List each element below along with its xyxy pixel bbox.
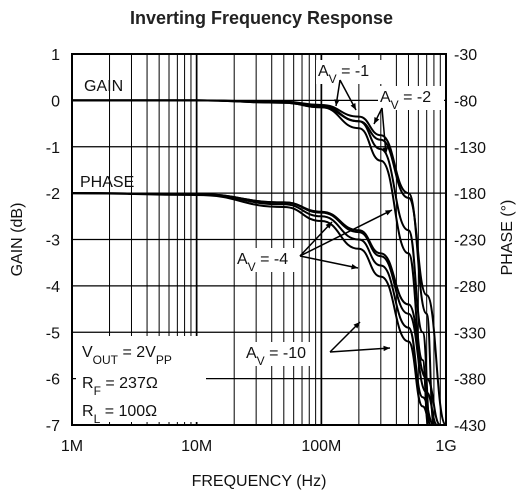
x-axis-label: FREQUENCY (Hz) [192,473,327,490]
y-tick-right: -130 [454,140,486,157]
y-tick-right: -280 [454,279,486,296]
annotation-arrowhead [350,103,356,110]
annotation-arrowhead [351,264,358,270]
y-tick-right: -30 [454,47,477,64]
y-tick-right: -430 [454,418,486,435]
annotation-arrowhead [374,117,380,124]
y-tick-left: 0 [51,93,60,110]
y-tick-right: -380 [454,372,486,389]
annotation-pointer [299,221,333,257]
phase-curve [71,192,432,426]
y-tick-left: -7 [46,418,60,435]
test-conditions: VOUT = 2VPP RF = 237Ω RL = 100Ω [76,336,206,426]
annotation-backdrop [244,342,310,366]
y-tick-right: -180 [454,186,486,203]
gain-annotation: AV = -10 [246,345,306,368]
x-tick: 1M [61,438,83,455]
y-tick-right: -230 [454,233,486,250]
test-condition: RL = 100Ω [82,403,157,426]
annotation-arrowhead [325,222,332,229]
annotation-backdrop [316,60,382,84]
gain-annotations: AV = -1 AV = -2 AV = -4 AV = -10 [235,60,444,368]
x-tick: 100M [301,438,341,455]
phase-group-label: PHASE [80,174,134,191]
annotation-pointer [299,255,359,269]
test-condition: VOUT = 2VPP [82,344,172,367]
y-tick-left: -3 [46,233,60,250]
y-axis-left-label: GAIN (dB) [9,203,26,277]
annotation-pointer [381,107,387,155]
y-tick-left: 1 [51,47,60,64]
x-tick: 10M [181,438,212,455]
annotation-arrowhead [353,322,360,329]
y-tick-left: -1 [46,140,60,157]
y-tick-left: -6 [46,372,60,389]
conditions-backdrop [76,336,206,422]
annotation-arrowhead [334,99,340,106]
chart-title: Inverting Frequency Response [129,8,394,28]
gain-annotation: AV = -2 [380,89,431,112]
y-tick-right: -330 [454,325,486,342]
gain-annotation: AV = -1 [318,63,369,86]
y-tick-left: -4 [46,279,60,296]
plot-frame [71,53,447,426]
annotation-backdrop [378,86,444,110]
y-axis-right-label: PHASE (°) [499,200,516,276]
gain-group-label: GAIN [84,78,123,95]
annotation-arrowhead [382,147,389,154]
annotation-backdrop [235,248,301,272]
test-condition: RF = 237Ω [82,375,158,398]
y-tick-left: -2 [46,186,60,203]
annotation-arrowhead [383,345,390,352]
curves [71,99,447,426]
y-tick-left: -5 [46,325,60,342]
annotation-pointer [329,321,361,353]
annotation-pointer [329,347,391,353]
annotation-pointer [299,209,393,257]
y-tick-right: -80 [454,93,477,110]
gain-annotation: AV = -4 [237,251,288,274]
x-tick: 1G [435,438,456,455]
ticks: 1 0 -1 -2 -3 -4 -5 -6 -7 -30 -80 -130 -180 -230 -280 -3… [46,47,486,455]
annotation-arrowhead [385,210,392,216]
